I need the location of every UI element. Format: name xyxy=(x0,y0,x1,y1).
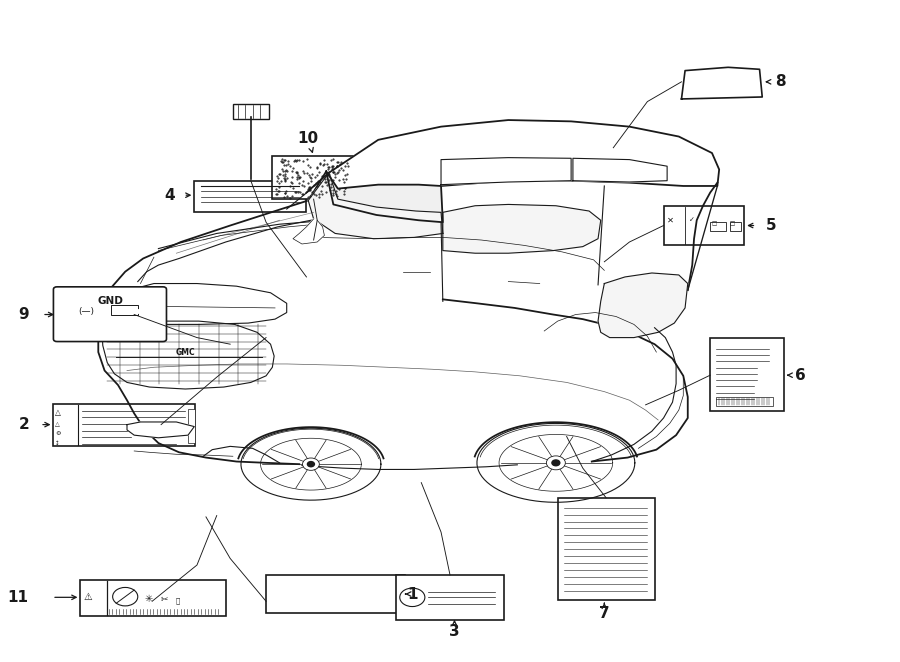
Text: □: □ xyxy=(711,222,716,226)
Polygon shape xyxy=(326,171,443,222)
Polygon shape xyxy=(443,205,600,253)
Bar xyxy=(53,404,195,446)
Circle shape xyxy=(308,461,314,467)
Text: ✓: ✓ xyxy=(688,217,695,223)
Text: ✂: ✂ xyxy=(160,594,167,604)
Polygon shape xyxy=(328,120,719,199)
Circle shape xyxy=(552,460,560,466)
Text: ⚠: ⚠ xyxy=(84,592,93,602)
Polygon shape xyxy=(681,68,762,99)
Text: 6: 6 xyxy=(795,367,806,383)
Text: 10: 10 xyxy=(298,131,319,146)
Polygon shape xyxy=(441,158,572,185)
Text: GND: GND xyxy=(97,296,123,306)
Bar xyxy=(730,222,741,231)
Polygon shape xyxy=(127,422,194,438)
Bar xyxy=(266,575,405,613)
Text: 8: 8 xyxy=(775,74,786,89)
Polygon shape xyxy=(573,158,667,182)
Polygon shape xyxy=(102,321,274,389)
Bar xyxy=(194,181,306,213)
Text: 9: 9 xyxy=(19,307,29,322)
Text: ✕: ✕ xyxy=(667,216,674,225)
Text: △: △ xyxy=(55,408,61,417)
Bar xyxy=(663,206,744,246)
Polygon shape xyxy=(109,283,287,324)
Text: △: △ xyxy=(55,421,60,426)
Text: ↕: ↕ xyxy=(55,441,59,446)
Text: 3: 3 xyxy=(449,624,460,639)
Bar xyxy=(233,104,269,118)
Circle shape xyxy=(546,456,565,470)
Bar xyxy=(130,308,138,312)
Text: 1: 1 xyxy=(407,587,418,602)
Text: ✳: ✳ xyxy=(145,594,153,604)
Circle shape xyxy=(400,588,425,606)
Bar xyxy=(188,409,195,443)
Text: GMC: GMC xyxy=(176,348,195,357)
Text: ⚙: ⚙ xyxy=(55,432,61,436)
Bar xyxy=(80,579,226,616)
Text: 2: 2 xyxy=(18,417,29,432)
Bar xyxy=(716,397,773,406)
Text: 5: 5 xyxy=(766,218,777,233)
Text: 11: 11 xyxy=(7,590,28,605)
Bar xyxy=(710,338,784,411)
Bar xyxy=(396,575,504,620)
Bar xyxy=(710,222,726,231)
Text: (—): (—) xyxy=(78,307,94,316)
Text: 📋: 📋 xyxy=(176,597,180,604)
Bar xyxy=(273,156,353,199)
Polygon shape xyxy=(308,173,443,239)
Circle shape xyxy=(112,587,138,606)
Bar xyxy=(111,305,138,315)
Text: □: □ xyxy=(730,222,735,226)
Polygon shape xyxy=(293,219,324,244)
Text: 7: 7 xyxy=(599,606,609,622)
Circle shape xyxy=(302,458,320,470)
FancyBboxPatch shape xyxy=(53,287,166,342)
Text: 4: 4 xyxy=(165,188,176,203)
Polygon shape xyxy=(598,273,688,338)
Bar xyxy=(558,498,654,600)
